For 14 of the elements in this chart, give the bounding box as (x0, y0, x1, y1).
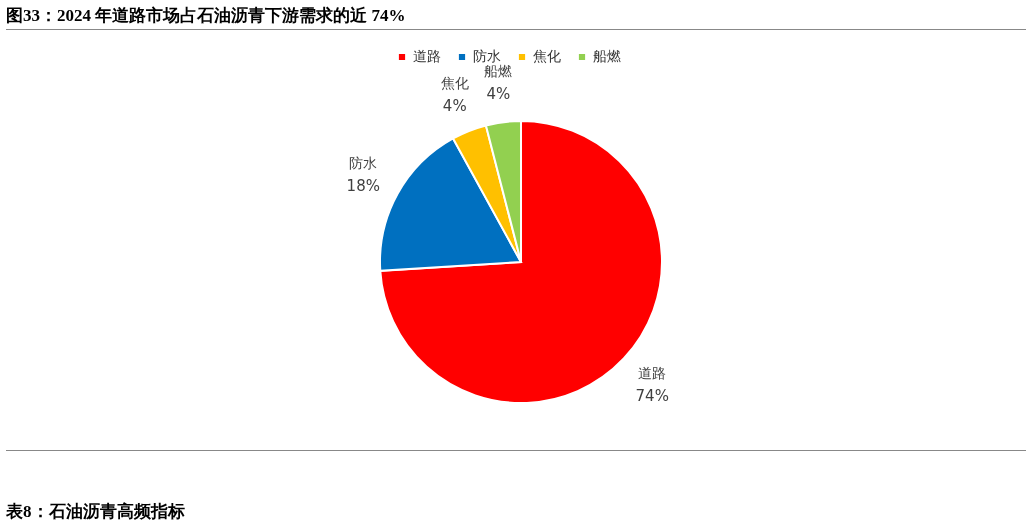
slice-label: 道路 (638, 365, 667, 382)
legend-label: 道路 (413, 48, 441, 64)
legend-label: 防水 (473, 48, 501, 64)
data-label: 74% (635, 387, 669, 406)
slice-label: 防水 (349, 155, 378, 172)
slice-label: 焦化 (440, 74, 469, 91)
text: 图33：2024 年道路市场占石油沥青下游需求的近 74% (6, 4, 1026, 30)
data-label: 4% (486, 85, 511, 104)
legend-label: 焦化 (533, 48, 561, 64)
text: 表8：石油沥青高频指标 (6, 501, 185, 523)
slice-label: 船燃 (484, 63, 513, 80)
data-label: 18% (346, 177, 380, 196)
data-label: 4% (442, 96, 467, 115)
legend-label: 船燃 (593, 48, 621, 64)
